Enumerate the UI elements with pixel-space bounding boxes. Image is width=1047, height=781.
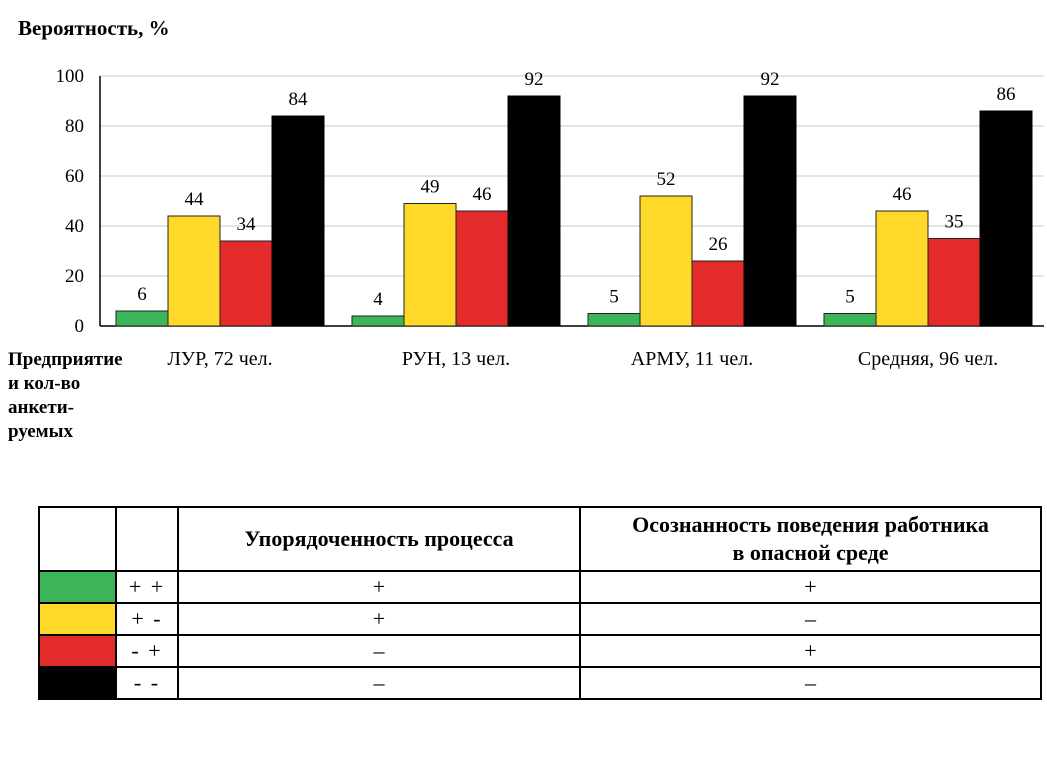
legend-header-order: Упорядоченность процесса [177,506,581,572]
legend-awareness-value: – [579,666,1042,700]
x-axis-title: Предприятие и кол-во анкети- руемых [8,349,123,442]
legend-header-awareness: Осознанность поведения работника в опасн… [579,506,1042,572]
legend-order-value: – [177,666,581,700]
legend-code: - - [115,666,179,700]
legend-swatch-green [38,570,117,604]
legend-swatch-yellow [38,602,117,636]
legend-order-value: + [177,570,581,604]
bar-value-label: 44 [185,189,205,210]
y-tick-label: 0 [75,316,85,337]
bar-value-label: 4 [373,289,383,310]
legend-awareness-value: + [579,634,1042,668]
x-category-label: РУН, 13 чел. [402,348,510,370]
legend-order-value: – [177,634,581,668]
bar-value-label: 92 [761,69,780,90]
bar-value-label: 86 [997,84,1016,105]
bar [219,240,273,327]
bar-value-label: 46 [893,184,912,205]
legend-awareness-value: + [579,570,1042,604]
bar [639,195,693,327]
bar-value-label: 5 [609,287,619,308]
y-tick-label: 20 [65,266,84,287]
legend-code: + + [115,570,179,604]
bar [875,210,929,327]
bar [743,95,797,327]
swatch-fill [40,668,115,698]
bar-value-label: 6 [137,284,147,305]
legend-row: + + + + [38,570,1042,604]
swatch-fill [40,604,115,634]
legend-order-value: + [177,602,581,636]
x-category-label: Средняя, 96 чел. [858,348,998,370]
y-tick-label: 40 [65,216,84,237]
bar-value-label: 52 [657,169,676,190]
legend-header-empty-1 [38,506,117,572]
legend-row: + - + – [38,602,1042,636]
bar [587,313,641,327]
bar-value-label: 92 [525,69,544,90]
bar-value-label: 35 [945,212,964,233]
bar [167,215,221,327]
legend-swatch-red [38,634,117,668]
y-tick-label: 100 [56,66,85,87]
legend-row: - + – + [38,634,1042,668]
bar-value-label: 46 [473,184,492,205]
bar [507,95,561,327]
swatch-fill [40,636,115,666]
legend-header-row: Упорядоченность процесса Осознанность по… [38,506,1042,572]
bar-value-label: 26 [709,234,728,255]
bar [455,210,509,327]
bar-value-label: 5 [845,287,855,308]
bar [351,315,405,327]
bar [979,110,1033,327]
bar-value-label: 84 [289,89,309,110]
legend-awareness-value: – [579,602,1042,636]
x-category-label: АРМУ, 11 чел. [631,348,753,370]
bar-value-label: 49 [421,177,440,198]
bar-chart: 0 20 40 60 80 100 6 44 34 84 ЛУР, 72 чел. 4 49 46 92 РУ… [56,66,1044,370]
bar [691,260,745,327]
legend-row: - - – – [38,666,1042,700]
bar [927,238,981,327]
bar [823,313,877,327]
bar [403,203,457,327]
legend-header-empty-2 [115,506,179,572]
y-tick-label: 80 [65,116,84,137]
bar-value-label: 34 [237,214,257,235]
legend-code: - + [115,634,179,668]
swatch-fill [40,572,115,602]
x-category-label: ЛУР, 72 чел. [167,348,272,370]
y-axis-title: Вероятность, % [18,16,170,40]
legend-code: + - [115,602,179,636]
legend-table: Упорядоченность процесса Осознанность по… [38,506,1042,700]
bar [271,115,325,327]
bar [115,310,169,327]
legend-swatch-black [38,666,117,700]
y-tick-label: 60 [65,166,84,187]
